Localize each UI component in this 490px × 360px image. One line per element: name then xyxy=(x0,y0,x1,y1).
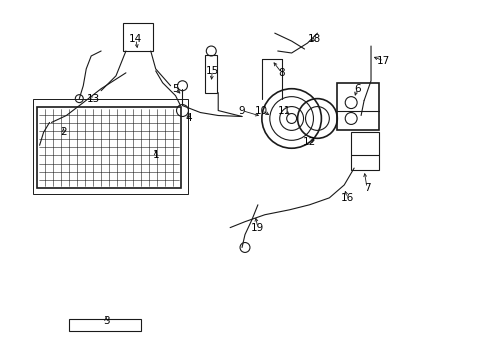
Text: 6: 6 xyxy=(354,84,361,94)
Text: 9: 9 xyxy=(239,105,245,116)
Bar xyxy=(37,107,180,188)
Text: 10: 10 xyxy=(255,105,269,116)
Text: 17: 17 xyxy=(377,56,391,66)
Bar xyxy=(70,319,141,331)
Text: 8: 8 xyxy=(278,68,285,78)
Text: 13: 13 xyxy=(87,94,100,104)
Text: 12: 12 xyxy=(303,137,316,147)
Text: 3: 3 xyxy=(103,316,109,326)
Text: 18: 18 xyxy=(308,34,321,44)
Bar xyxy=(351,132,379,170)
Text: 7: 7 xyxy=(364,183,370,193)
Text: 11: 11 xyxy=(278,105,292,116)
Text: 15: 15 xyxy=(206,66,219,76)
Text: 5: 5 xyxy=(172,84,179,94)
Bar xyxy=(33,99,189,194)
Bar xyxy=(205,55,217,93)
Text: 16: 16 xyxy=(341,193,354,203)
Text: 14: 14 xyxy=(129,34,143,44)
Text: 19: 19 xyxy=(251,222,265,233)
Text: 2: 2 xyxy=(60,127,67,138)
Bar xyxy=(337,83,379,130)
Text: 4: 4 xyxy=(185,113,192,123)
Text: 1: 1 xyxy=(152,150,159,160)
Bar xyxy=(123,23,153,51)
